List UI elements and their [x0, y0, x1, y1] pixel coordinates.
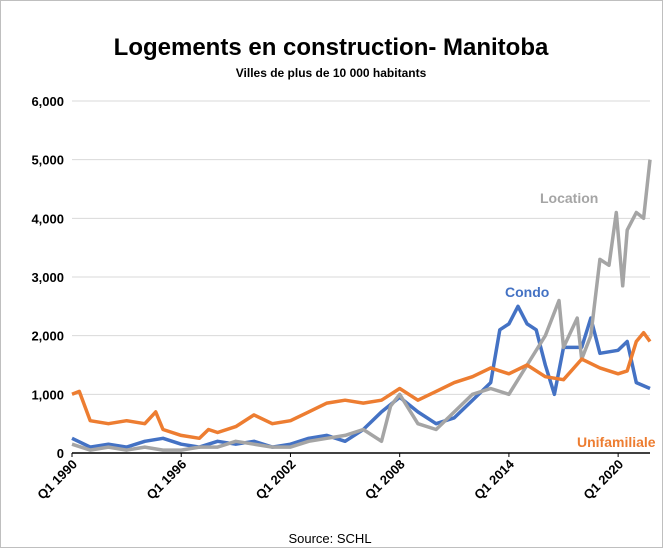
series-label: Location	[540, 190, 598, 206]
y-tick-label: 3,000	[31, 270, 64, 285]
series-line	[71, 304, 651, 449]
chart-subtitle: Villes de plus de 10 000 habitants	[236, 66, 427, 80]
series-line	[71, 159, 652, 452]
y-tick-label: 4,000	[31, 211, 64, 226]
y-tick-label: 1,000	[31, 387, 64, 402]
series-label: Condo	[505, 284, 549, 300]
y-tick-label: 0	[57, 446, 64, 461]
y-tick-label: 6,000	[31, 94, 64, 109]
y-tick-label: 2,000	[31, 329, 64, 344]
source-note: Source: SCHL	[288, 531, 371, 546]
series-label: Unifamiliale	[577, 434, 656, 450]
y-tick-label: 5,000	[31, 153, 64, 168]
series-line	[71, 330, 652, 441]
chart-title: Logements en construction- Manitoba	[114, 34, 549, 61]
